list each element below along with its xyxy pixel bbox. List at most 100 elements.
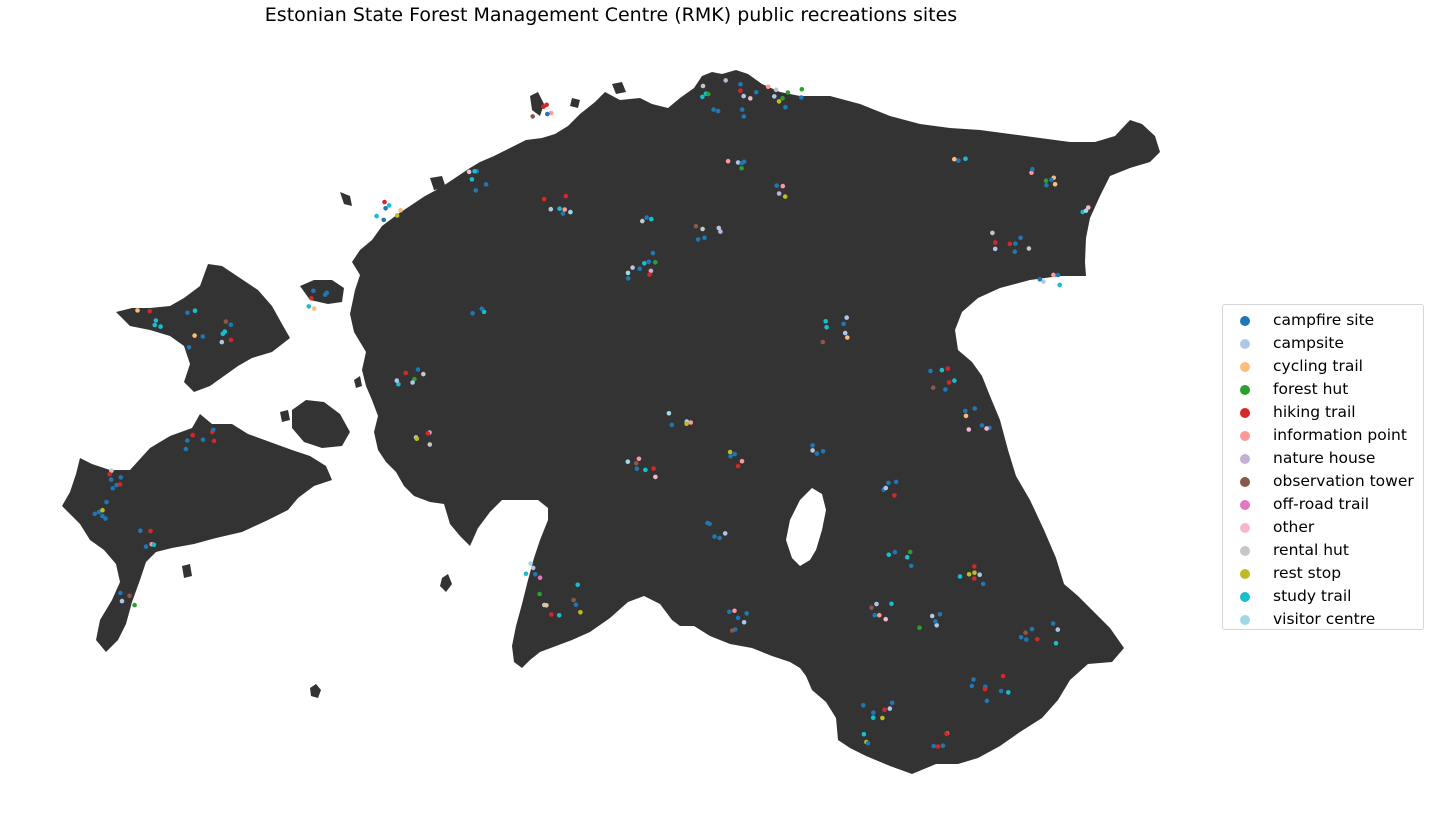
recreation-site-marker <box>748 96 753 101</box>
legend-item-rental-hut: rental hut <box>1223 539 1423 562</box>
recreation-site-marker <box>824 325 829 330</box>
recreation-site-marker <box>414 436 420 442</box>
legend-marker <box>1240 384 1250 395</box>
recreation-site-marker <box>739 160 745 166</box>
recreation-site-marker <box>738 88 743 94</box>
recreation-site-marker <box>700 94 705 100</box>
recreation-site-marker <box>104 499 109 505</box>
recreation-site-marker <box>883 616 888 622</box>
recreation-site-marker <box>861 731 867 737</box>
recreation-site-marker <box>110 486 116 491</box>
islet <box>530 92 544 116</box>
recreation-site-marker <box>646 259 652 265</box>
recreation-site-marker <box>394 213 400 218</box>
legend-marker <box>1240 614 1250 625</box>
recreation-site-marker <box>980 581 986 587</box>
recreation-site-marker <box>1024 637 1029 642</box>
recreation-site-marker <box>886 480 891 486</box>
recreation-site-marker <box>127 593 132 599</box>
recreation-site-marker <box>119 598 125 604</box>
recreation-site-marker <box>814 451 820 456</box>
recreation-site-marker <box>1018 235 1023 241</box>
recreation-site-marker <box>931 743 936 749</box>
recreation-site-marker <box>473 188 479 193</box>
recreation-site-marker <box>700 226 705 232</box>
recreation-site-marker <box>776 191 782 196</box>
recreation-site-marker <box>548 206 554 212</box>
legend-label: campsite <box>1273 334 1344 352</box>
recreation-site-marker <box>998 688 1004 694</box>
legend-marker <box>1240 407 1250 418</box>
recreation-site-marker <box>148 528 153 534</box>
recreation-site-marker <box>712 534 717 539</box>
legend-item-rest-stop: rest stop <box>1223 562 1423 585</box>
recreation-site-marker <box>872 612 877 618</box>
recreation-site-marker <box>472 169 477 174</box>
islet <box>182 564 192 578</box>
recreation-site-marker <box>1055 627 1061 632</box>
recreation-site-marker <box>886 552 892 557</box>
recreation-site-marker <box>542 602 547 608</box>
recreation-site-marker <box>1044 182 1049 188</box>
recreation-site-marker <box>220 331 226 337</box>
recreation-site-marker <box>820 339 826 345</box>
recreation-site-marker <box>394 378 400 383</box>
recreation-site-marker <box>108 477 114 482</box>
recreation-site-marker <box>103 516 108 521</box>
recreation-site-marker <box>711 107 716 112</box>
recreation-site-marker <box>776 99 782 104</box>
recreation-site-marker <box>993 240 998 245</box>
recreation-site-marker <box>185 438 190 443</box>
legend-label: visitor centre <box>1273 610 1376 628</box>
recreation-site-marker <box>575 582 580 588</box>
recreation-site-marker <box>143 544 149 549</box>
recreation-site-marker <box>741 93 746 99</box>
legend-label: rest stop <box>1273 564 1342 582</box>
recreation-site-marker <box>651 466 656 471</box>
recreation-site-marker <box>907 549 913 555</box>
legend-item-off-road-trail: off-road trail <box>1223 493 1423 516</box>
recreation-site-marker <box>735 615 741 621</box>
recreation-site-marker <box>684 421 689 427</box>
recreation-site-marker <box>223 319 229 324</box>
recreation-site-marker <box>870 715 876 720</box>
recreation-site-marker <box>971 677 976 682</box>
legend-marker <box>1240 568 1250 579</box>
recreation-site-marker <box>880 715 885 721</box>
legend-marker <box>1240 430 1250 441</box>
recreation-site-marker <box>1035 637 1040 642</box>
recreation-site-marker <box>957 574 963 579</box>
recreation-site-marker <box>877 612 882 618</box>
recreation-site-marker <box>135 308 140 313</box>
recreation-site-marker <box>929 613 935 619</box>
legend-marker <box>1240 361 1250 372</box>
recreation-site-marker <box>695 237 701 242</box>
legend-item-study-trail: study trail <box>1223 585 1423 608</box>
recreation-site-marker <box>311 288 316 294</box>
legend-label: rental hut <box>1273 541 1349 559</box>
recreation-site-marker <box>382 199 387 205</box>
recreation-site-marker <box>934 623 939 628</box>
recreation-site-marker <box>952 378 957 383</box>
legend-label: information point <box>1273 426 1407 444</box>
recreation-site-marker <box>956 158 961 163</box>
legend-label: off-road trail <box>1273 495 1370 513</box>
recreation-site-marker <box>1037 277 1043 282</box>
recreation-site-marker <box>874 601 879 607</box>
recreation-site-marker <box>963 413 969 419</box>
legend-marker <box>1240 476 1250 487</box>
recreation-site-marker <box>374 213 379 219</box>
legend-label: cycling trail <box>1273 357 1363 375</box>
recreation-site-marker <box>528 561 533 566</box>
legend-label: hiking trail <box>1273 403 1356 421</box>
recreation-site-marker <box>544 102 549 108</box>
recreation-site-marker <box>715 108 721 114</box>
recreation-site-marker <box>228 322 234 328</box>
kihnu-island <box>440 574 452 592</box>
recreation-site-marker <box>979 423 985 428</box>
recreation-site-marker <box>309 296 314 301</box>
recreation-site-marker <box>625 459 631 465</box>
recreation-site-marker <box>523 571 529 577</box>
islet <box>280 410 290 422</box>
